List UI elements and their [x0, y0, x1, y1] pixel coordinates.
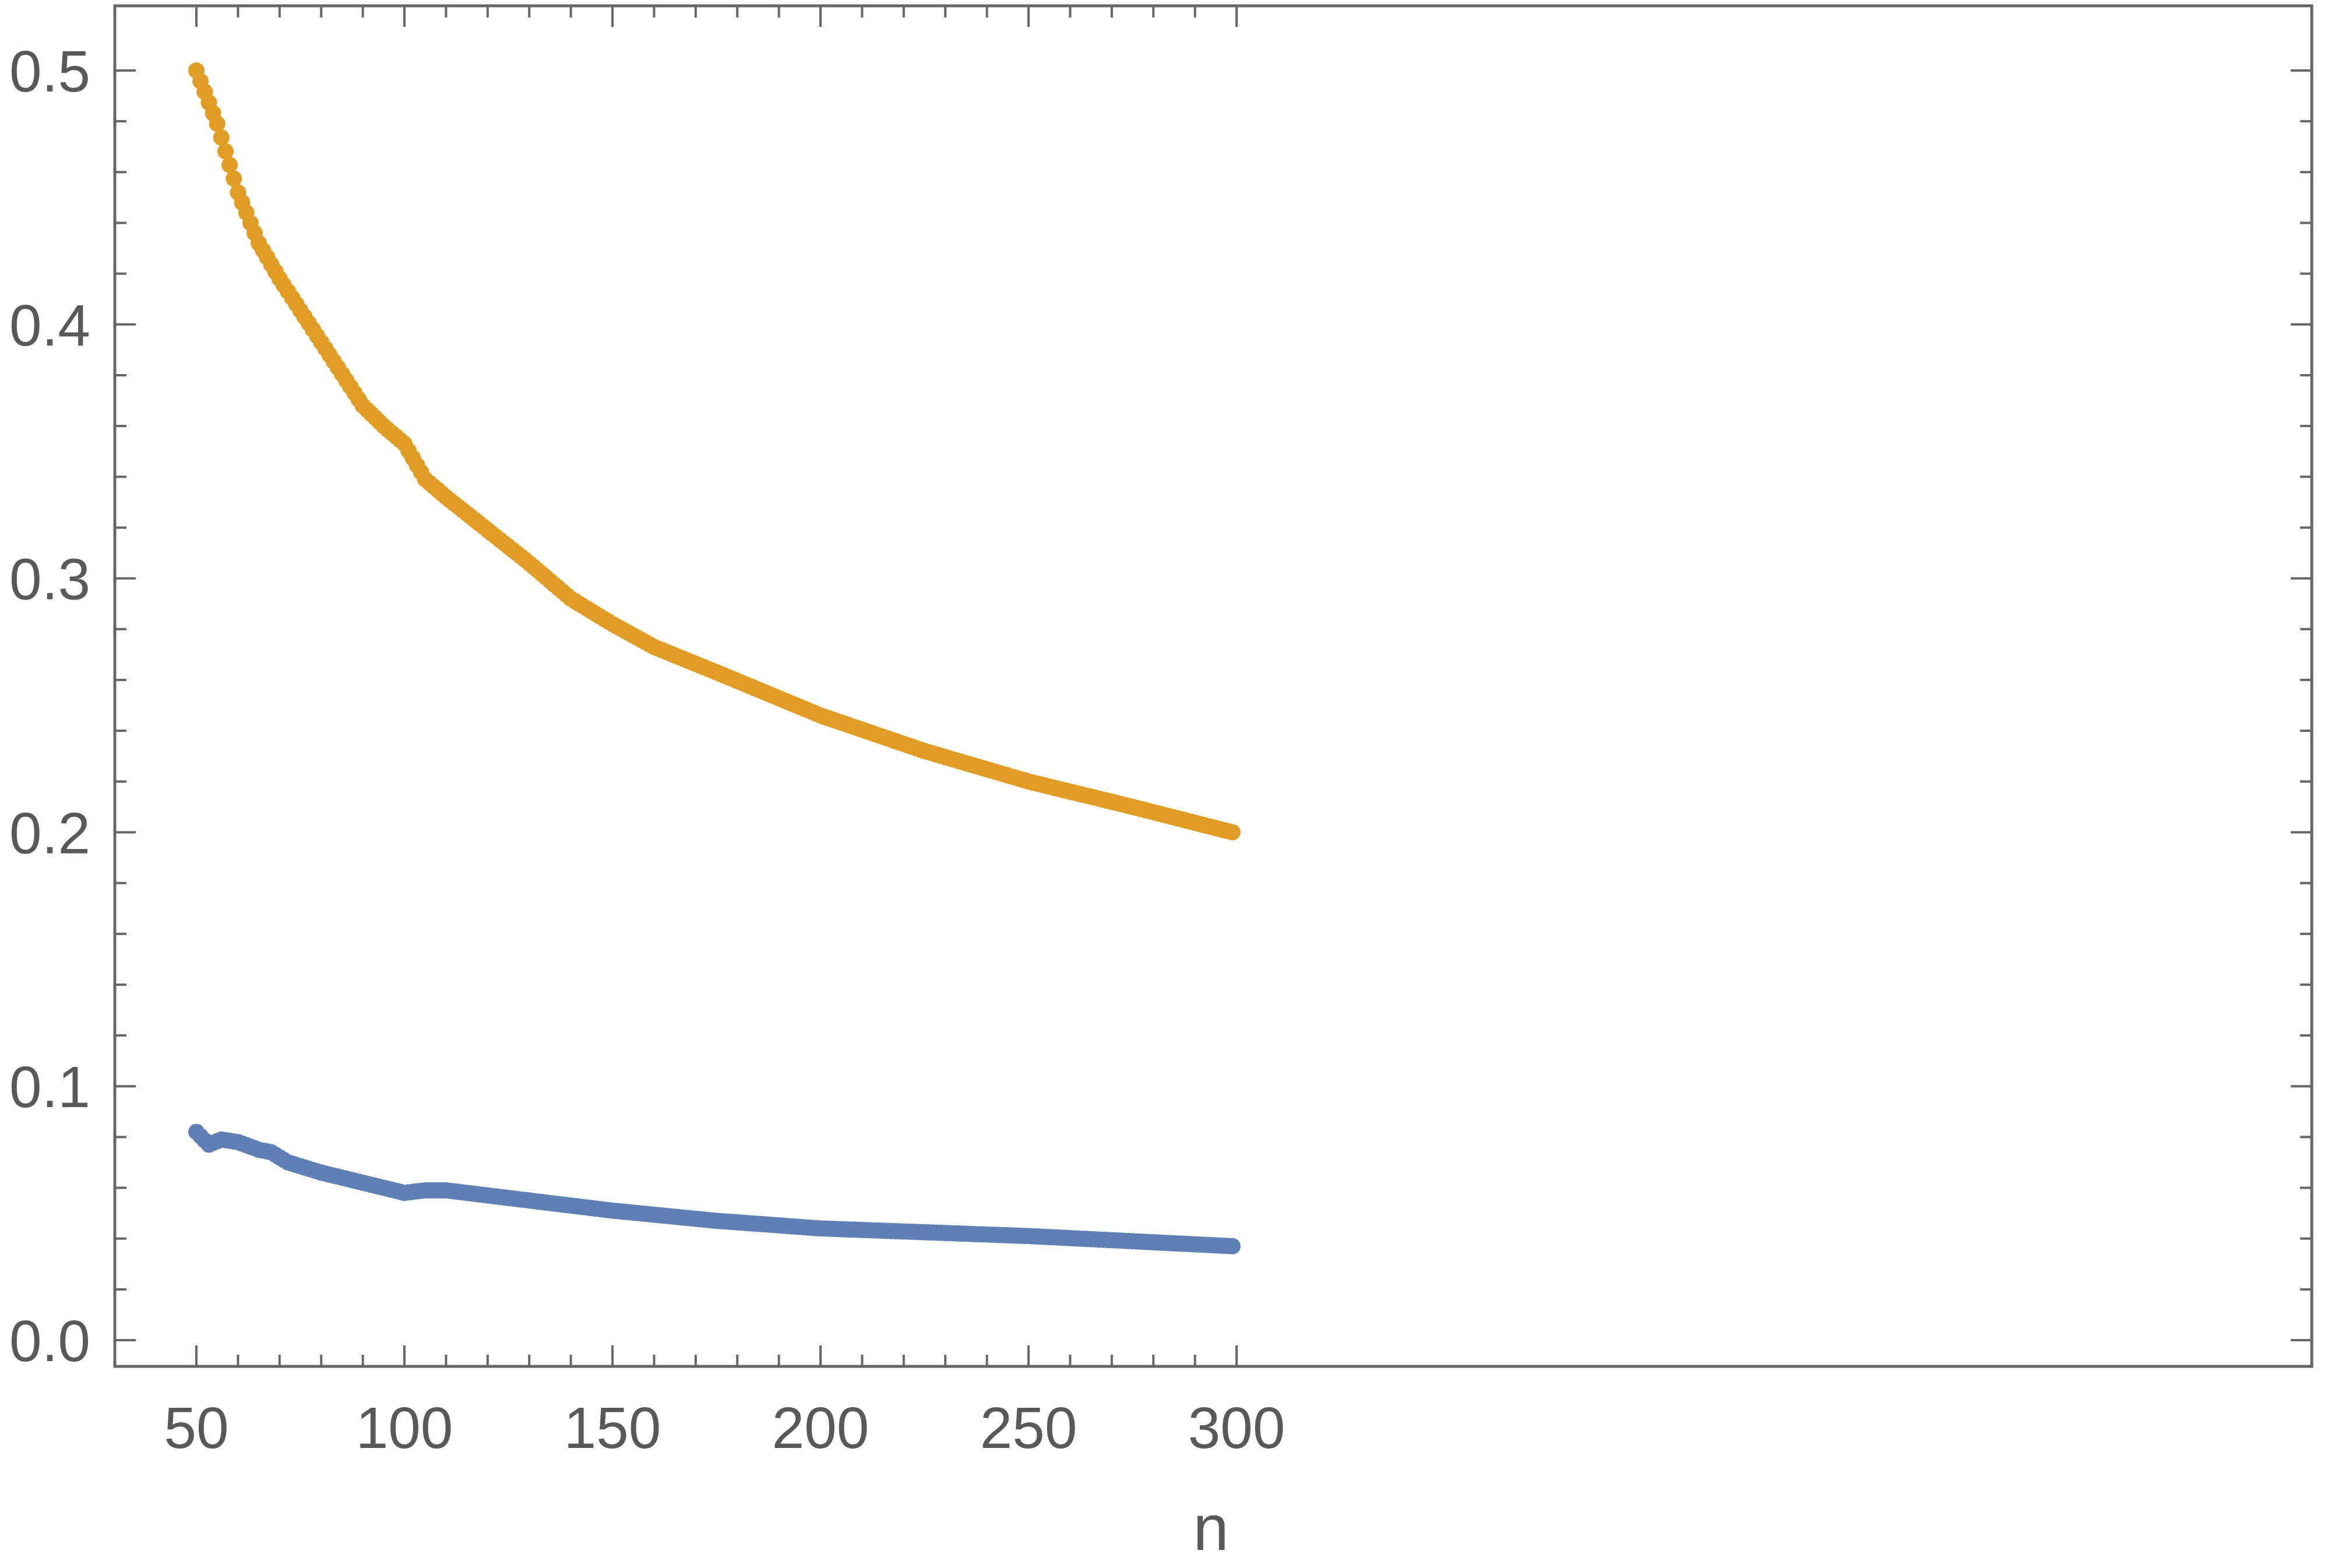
data-point	[226, 170, 242, 187]
y-tick-label: 0.2	[9, 801, 90, 866]
x-tick-label: 100	[356, 1396, 453, 1461]
data-point	[217, 143, 234, 160]
data-series	[188, 62, 1241, 1255]
data-point	[1224, 824, 1241, 841]
x-tick-label: 300	[1188, 1396, 1286, 1461]
data-point	[209, 115, 226, 132]
y-tick-label: 0.0	[9, 1309, 90, 1374]
data-point	[221, 157, 238, 174]
axis-ticks	[115, 6, 2312, 1366]
series-2	[188, 1123, 1241, 1255]
series-1	[188, 62, 1241, 841]
x-axis-label: n	[1193, 1492, 1228, 1564]
x-tick-label: 200	[772, 1396, 869, 1461]
y-tick-label: 0.1	[9, 1055, 90, 1120]
y-tick-label: 0.4	[9, 293, 90, 358]
x-tick-label: 150	[564, 1396, 661, 1461]
data-point	[1224, 1238, 1241, 1255]
data-point	[213, 129, 230, 146]
x-tick-label: 250	[980, 1396, 1078, 1461]
y-tick-label: 0.5	[9, 39, 90, 104]
y-tick-label: 0.3	[9, 547, 90, 612]
plot-frame	[113, 4, 2314, 1368]
tick-labels: 50 100 150 200 250 300 0.0 0.1 0.2 0.3 0.4 0.5	[9, 39, 1285, 1461]
x-tick-label: 50	[164, 1396, 228, 1461]
